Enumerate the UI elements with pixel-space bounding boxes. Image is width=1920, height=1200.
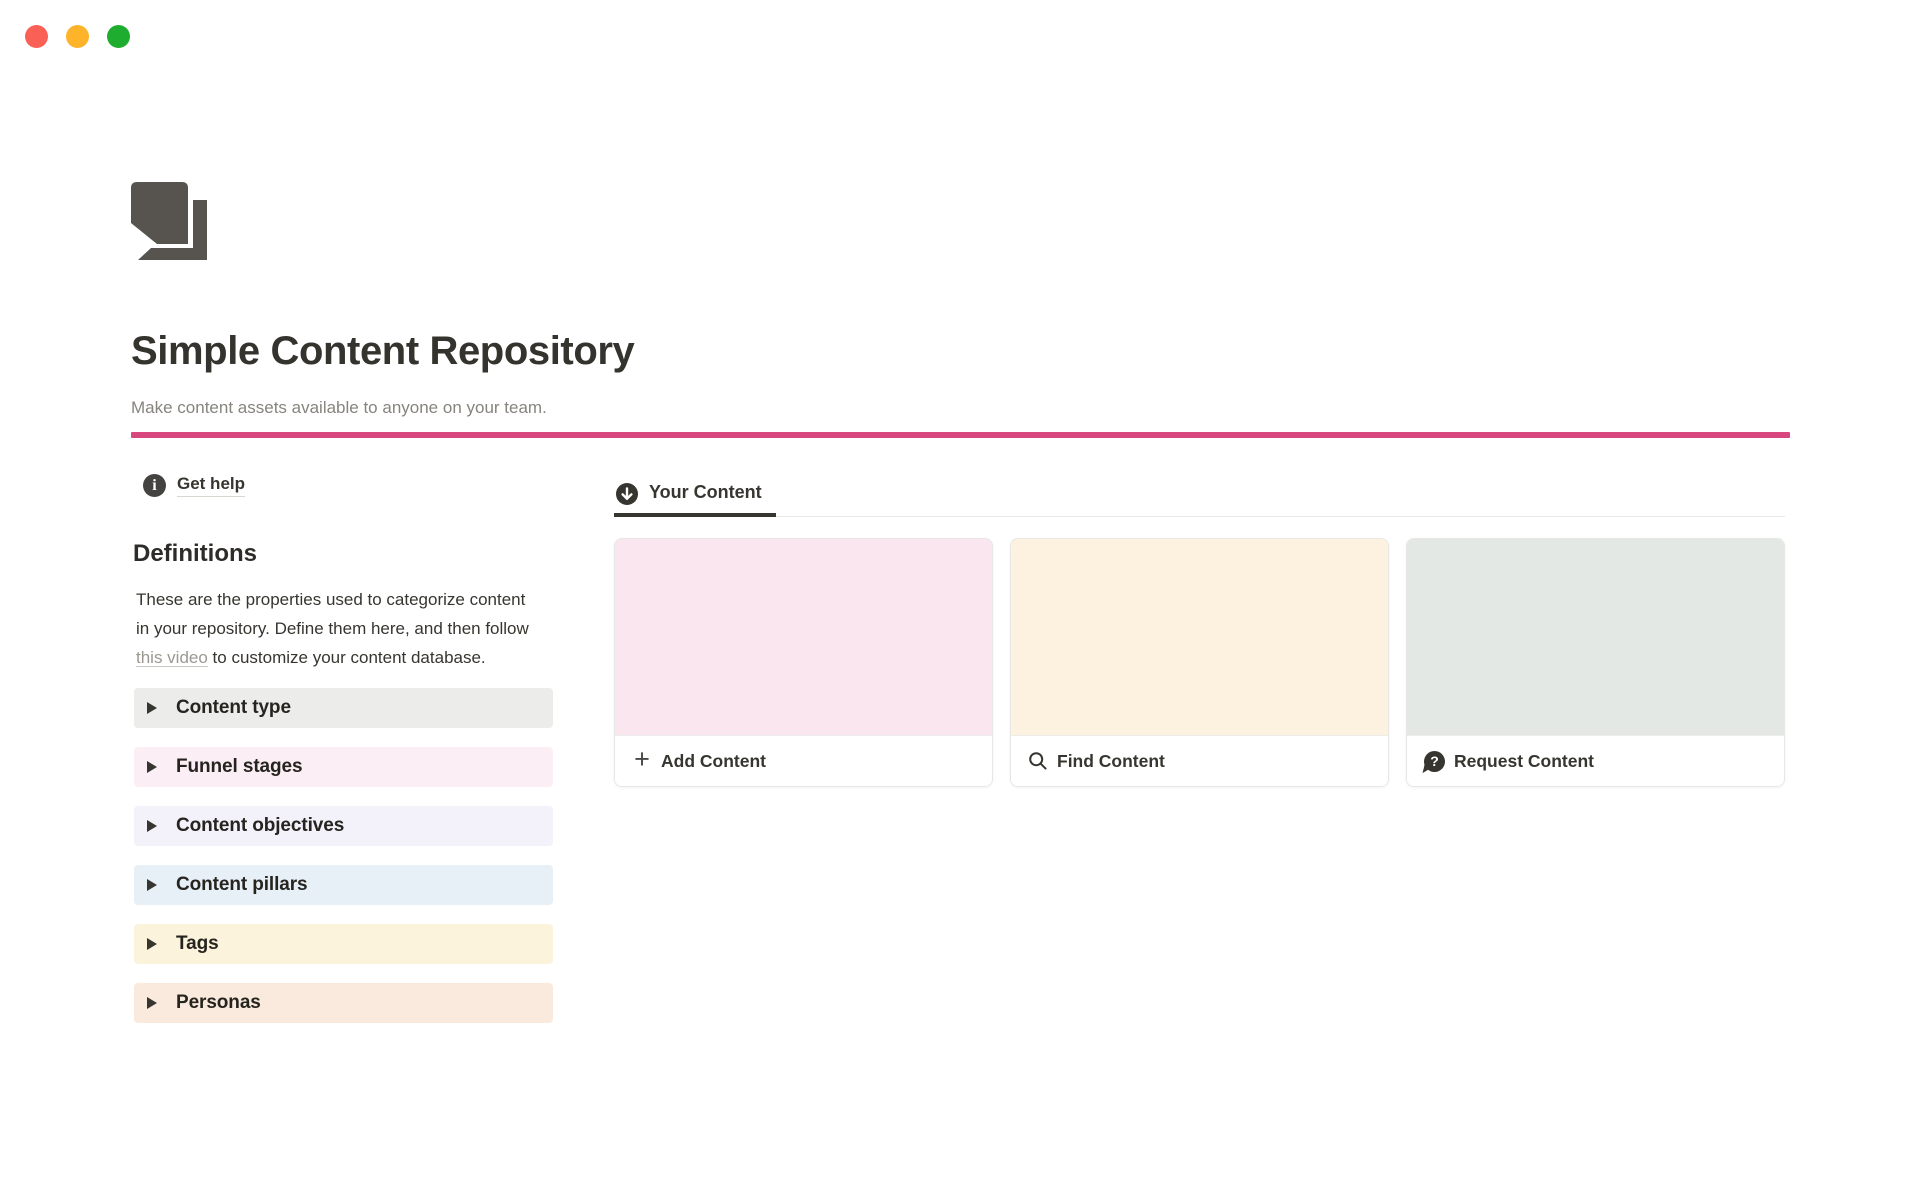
triangle-toggle-icon[interactable] [147,761,157,773]
description-text-before: These are the properties used to categor… [136,590,529,638]
toggle-label: Personas [176,992,261,1013]
info-icon: i [143,474,166,497]
search-icon [1029,752,1047,770]
triangle-toggle-icon[interactable] [147,879,157,891]
triangle-toggle-icon[interactable] [147,997,157,1009]
card-cover [1407,539,1784,735]
pink-divider [131,432,1790,438]
card-label: Add Content [661,750,766,771]
two-column-layout: i Get help Definitions These are the pro… [131,474,1790,1042]
card-request-content[interactable]: ? Request Content [1406,538,1785,787]
zoom-button[interactable] [107,25,130,48]
window-controls [25,25,130,48]
triangle-toggle-icon[interactable] [147,820,157,832]
toggle-tags[interactable]: Tags [134,924,553,964]
toggle-content-pillars[interactable]: Content pillars [134,865,553,905]
question-bubble-icon: ? [1424,750,1445,772]
minimize-button[interactable] [66,25,89,48]
definitions-toggle-list: Content type Funnel stages Content objec… [134,688,553,1023]
stacked-documents-icon[interactable] [131,182,209,262]
plus-icon: + [634,744,650,774]
card-footer: + Add Content [615,735,992,786]
card-footer: ? Request Content [1407,735,1784,786]
toggle-personas[interactable]: Personas [134,983,553,1023]
definitions-heading: Definitions [133,540,257,567]
close-button[interactable] [25,25,48,48]
card-add-content[interactable]: + Add Content [614,538,993,787]
get-help-link[interactable]: i Get help [143,474,246,497]
toggle-funnel-stages[interactable]: Funnel stages [134,747,553,787]
page: Simple Content Repository Make content a… [131,0,1790,1042]
toggle-label: Tags [176,933,219,954]
triangle-toggle-icon[interactable] [147,702,157,714]
toggle-label: Content type [176,697,291,718]
toggle-label: Content objectives [176,815,345,836]
card-label: Request Content [1454,750,1594,771]
toggle-content-objectives[interactable]: Content objectives [134,806,553,846]
toggle-label: Funnel stages [176,756,303,777]
tab-label: Your Content [649,482,762,502]
toggle-label: Content pillars [176,874,308,895]
view-tab-bar: Your Content [614,474,1785,517]
description-text-after: to customize your content database. [207,648,486,667]
card-footer: Find Content [1011,735,1388,786]
card-cover [1011,539,1388,735]
this-video-link[interactable]: this video [136,648,208,667]
download-circle-icon [616,482,638,505]
card-find-content[interactable]: Find Content [1010,538,1389,787]
page-title: Simple Content Repository [131,329,635,373]
toggle-content-type[interactable]: Content type [134,688,553,728]
get-help-label: Get help [177,474,246,497]
content-card-gallery: + Add Content Find Content [614,538,1785,787]
card-label: Find Content [1057,750,1165,771]
right-column: Your Content + Add Content [614,474,1785,1042]
triangle-toggle-icon[interactable] [147,938,157,950]
page-subtitle: Make content assets available to anyone … [131,398,547,417]
definitions-description: These are the properties used to categor… [136,585,538,672]
left-column: i Get help Definitions These are the pro… [131,474,553,1042]
tab-your-content[interactable]: Your Content [614,474,776,517]
card-cover [615,539,992,735]
